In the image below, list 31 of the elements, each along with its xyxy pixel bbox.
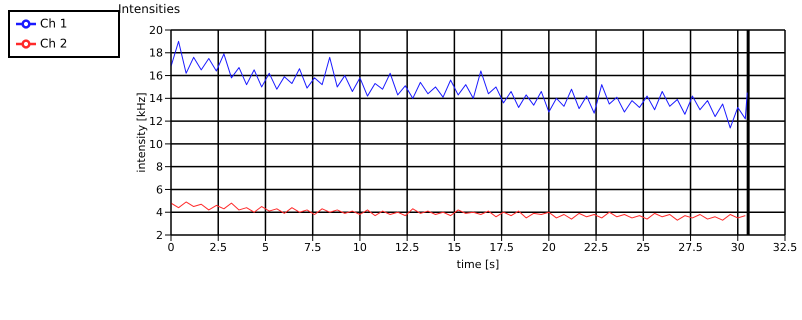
y-tick-label: 8 bbox=[156, 160, 163, 174]
x-tick-label: 27.5 bbox=[678, 240, 703, 254]
x-tick-label: 25 bbox=[636, 240, 650, 254]
y-tick-label: 6 bbox=[156, 183, 163, 196]
y-axis-title: intensity [kHz] bbox=[134, 92, 148, 173]
y-tick-label: 16 bbox=[149, 69, 163, 82]
x-tick-label: 7.5 bbox=[304, 240, 322, 254]
y-tick-label: 14 bbox=[149, 92, 163, 106]
x-tick-label: 2.5 bbox=[209, 240, 227, 254]
x-tick-label: 22.5 bbox=[584, 240, 608, 254]
x-tick-label: 10 bbox=[352, 240, 367, 254]
y-tick-label: 10 bbox=[149, 138, 163, 151]
line-series bbox=[171, 40, 748, 128]
x-tick-label: 30 bbox=[730, 240, 745, 254]
legend-label: Ch 2 bbox=[40, 36, 68, 50]
x-tick-label: 32.5 bbox=[772, 240, 798, 254]
x-tick-label: 17.5 bbox=[489, 240, 514, 254]
x-tick-label: 5 bbox=[262, 240, 269, 254]
x-tick-label: 0 bbox=[168, 240, 174, 254]
y-tick-label: 2 bbox=[156, 228, 163, 242]
x-axis-title: time [s] bbox=[456, 258, 500, 271]
x-tick-label: 12.5 bbox=[394, 240, 420, 254]
y-tick-label: 4 bbox=[156, 206, 163, 220]
x-tick-label: 20 bbox=[542, 240, 556, 254]
x-tick-label: 15 bbox=[447, 240, 462, 254]
chart-title: Intensities bbox=[118, 2, 180, 16]
y-tick-label: 20 bbox=[149, 24, 163, 37]
line-series bbox=[171, 201, 746, 221]
y-tick-label: 12 bbox=[149, 115, 163, 128]
legend-label: Ch 1 bbox=[40, 16, 68, 30]
y-tick-label: 18 bbox=[149, 46, 163, 60]
